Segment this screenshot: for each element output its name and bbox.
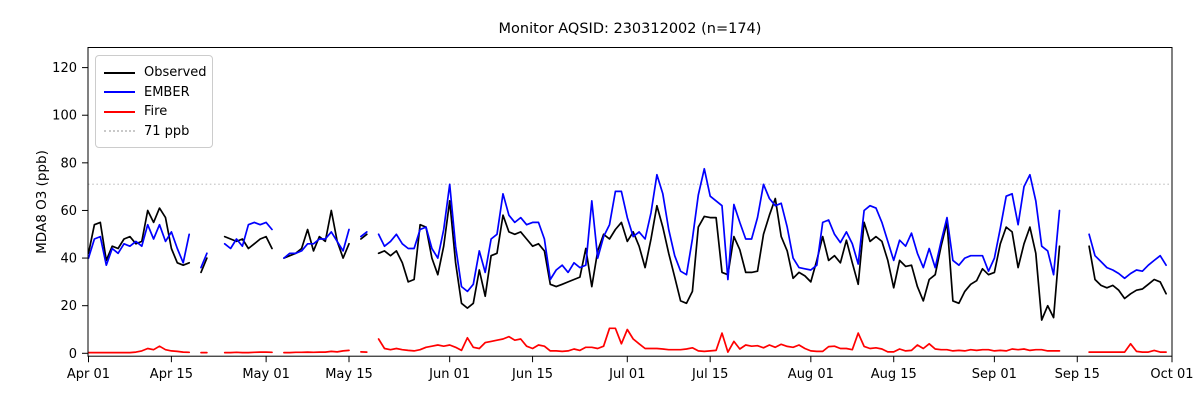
y-tick-label: 120 [52,61,77,76]
legend-label: Fire [144,104,168,120]
x-tick-label: Jul 15 [691,367,728,382]
chart-title: Monitor AQSID: 230312002 (n=174) [498,21,762,37]
y-tick-label: 60 [60,204,77,219]
x-tick-label: Sep 01 [972,367,1017,382]
y-tick-label: 0 [69,347,77,362]
legend-line-sample [104,91,135,94]
fire-line [87,327,1167,354]
x-tick-label: Apr 01 [67,367,110,382]
legend-label: 71 ppb [144,123,190,139]
y-tick-label: 40 [60,252,77,267]
x-tick-label: Oct 01 [1150,367,1193,382]
x-tick-label: May 15 [325,367,373,382]
x-tick-label: Jun 15 [511,367,553,382]
y-tick-label: 100 [52,109,77,124]
y-tick-label: 20 [60,299,77,314]
y-tick-label: 80 [60,156,77,171]
legend-label: EMBER [144,84,190,100]
x-tick-label: Jun 01 [428,367,470,382]
legend-label: Observed [144,65,207,81]
legend-item-observed: Observed [104,63,207,83]
legend: Observed EMBER Fire 71 ppb [95,55,213,148]
legend-item-fire: Fire [104,102,204,122]
ember-line [87,167,1167,293]
x-tick-label: Aug 15 [871,367,917,382]
legend-item-71-ppb: 71 ppb [104,122,204,142]
legend-line-sample [104,71,135,74]
x-tick-label: May 01 [242,367,290,382]
legend-item-ember: EMBER [104,83,204,103]
legend-line-sample [104,130,135,133]
x-tick-label: Apr 15 [150,367,193,382]
x-tick-label: Aug 01 [788,367,834,382]
legend-line-sample [104,110,135,113]
x-tick-label: Sep 15 [1055,367,1100,382]
plot-border [87,47,1173,357]
plot-background [88,47,1172,357]
observed-line [87,197,1167,321]
x-tick-label: Jul 01 [608,367,645,382]
